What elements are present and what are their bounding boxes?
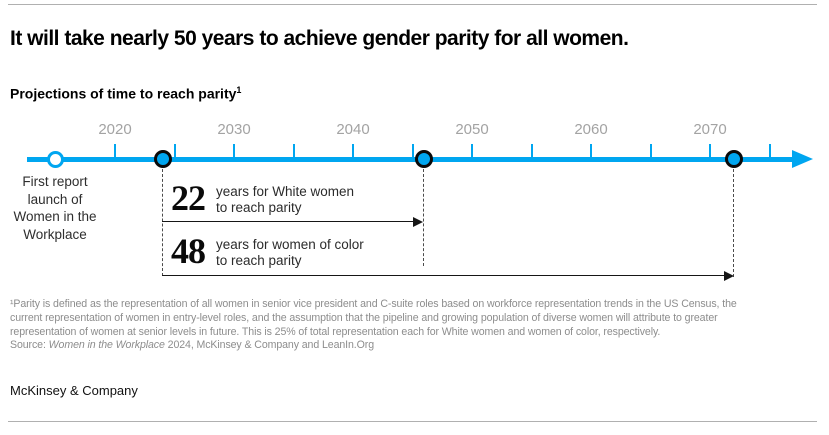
first-report-label: First report launch of Women in the Work…: [13, 174, 97, 242]
axis-tick: [411, 144, 414, 157]
axis-tick: [352, 144, 354, 157]
bottom-rule: [8, 421, 817, 422]
women-of-color-arrowhead-icon: [724, 271, 734, 281]
women-of-color-years-number: 48: [171, 231, 206, 271]
footnote-line: representation of women at senior levels…: [10, 325, 661, 338]
women-of-color-span: 48 years for women of color to reach par…: [171, 231, 364, 271]
chart-subtitle-text: Projections of time to reach parity: [10, 85, 237, 102]
footer-brand: McKinsey & Company: [10, 383, 138, 398]
source-line: Source: Women in the Workplace 2024, McK…: [10, 339, 374, 352]
footnote: ¹Parity is defined as the representation…: [10, 298, 737, 353]
white-women-years-label: years for White women to reach parity: [216, 184, 355, 215]
event-marker-filled: [724, 150, 743, 168]
footnote-line: current representation of women in entry…: [10, 311, 718, 324]
axis-tick: [173, 144, 176, 157]
white-women-span: 22 years for White women to reach parity: [171, 178, 355, 218]
event-marker-filled: [153, 150, 172, 168]
chart-subtitle: Projections of time to reach parity1: [10, 85, 241, 102]
timeline-arrowhead-icon: [792, 150, 813, 168]
axis-year-label: 2070: [693, 121, 727, 138]
axis-tick: [709, 144, 711, 157]
axis-tick: [292, 144, 295, 157]
axis-tick: [649, 144, 652, 157]
top-rule: [8, 4, 817, 5]
axis-year-label: 2030: [217, 121, 251, 138]
white-women-arrowhead-icon: [413, 217, 423, 227]
timeline-line: [27, 157, 793, 162]
footnote-line: ¹Parity is defined as the representation…: [10, 298, 737, 310]
footnote-marker: 1: [236, 85, 242, 95]
axis-tick: [114, 144, 116, 157]
axis-year-label: 2060: [574, 121, 608, 138]
axis-year-label: 2040: [336, 121, 370, 138]
axis-year-label: 2020: [98, 121, 132, 138]
axis-tick: [233, 144, 235, 157]
white-women-arrow: [162, 221, 414, 222]
source-title: Women in the Workplace: [48, 339, 165, 352]
event-marker-open: [47, 151, 64, 168]
white-women-years-number: 22: [171, 178, 206, 218]
axis-tick: [530, 144, 533, 157]
dashed-line-2024: [162, 169, 163, 276]
event-marker-filled: [415, 150, 434, 168]
dashed-line-2046: [423, 169, 424, 266]
women-of-color-arrow: [162, 275, 724, 276]
women-of-color-years-label: years for women of color to reach parity: [216, 237, 364, 268]
dashed-line-2072: [733, 169, 734, 277]
axis-tick: [590, 144, 592, 157]
page-title: It will take nearly 50 years to achieve …: [10, 27, 629, 50]
axis-year-label: 2050: [455, 121, 489, 138]
axis-tick: [471, 144, 473, 157]
axis-tick: [768, 144, 771, 157]
